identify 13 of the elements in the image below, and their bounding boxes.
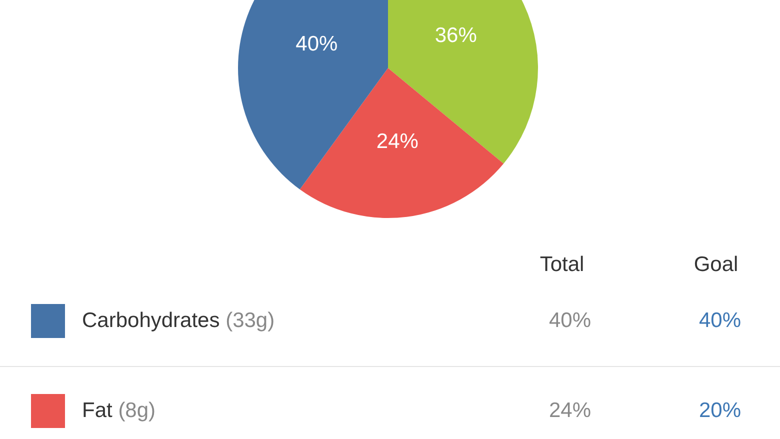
text: 20%: [698, 399, 742, 423]
data-label: 24%: [376, 130, 418, 154]
text: 24%: [548, 399, 592, 422]
text: 40%: [698, 309, 742, 333]
text: (33g): [226, 309, 275, 332]
data-label: 40%: [296, 32, 338, 56]
legend-label: Fat: [82, 399, 112, 422]
text: (8g): [118, 399, 156, 422]
text: 40%: [548, 309, 592, 332]
text: Goal: [692, 253, 740, 277]
text: Total: [538, 253, 586, 277]
data-label: 36%: [434, 24, 477, 47]
legend-label: Carbohydrates: [82, 309, 220, 332]
